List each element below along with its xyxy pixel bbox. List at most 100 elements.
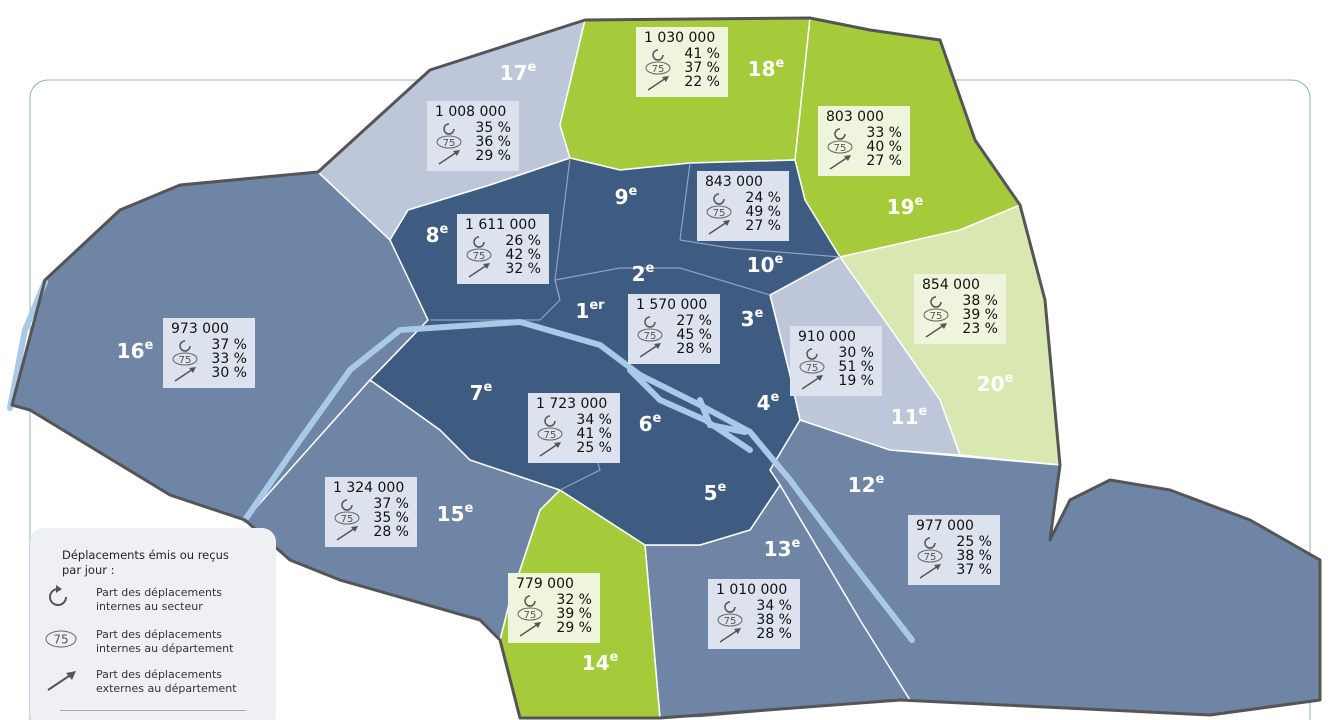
arrondissement-label: 3e (741, 306, 764, 331)
icon-label: 75 (53, 633, 68, 647)
number: 10 (747, 253, 775, 277)
icon-external (534, 622, 541, 628)
total: 843 000 (705, 174, 763, 190)
arrondissement-label: 17e (500, 60, 537, 85)
department-share: 40 % (866, 139, 902, 155)
icon-label: 75 (473, 251, 486, 262)
external-share: 27 % (866, 153, 902, 169)
total: 1 030 000 (644, 30, 715, 46)
icon-external (453, 150, 460, 156)
suffix: e (915, 194, 924, 209)
external-share: 29 % (556, 620, 592, 636)
box (163, 318, 255, 388)
internal-share: 24 % (745, 190, 781, 206)
icon-internal (443, 123, 455, 135)
icon-internal (341, 499, 353, 511)
arrondissement-label: 18e (748, 56, 785, 81)
external-share: 28 % (756, 626, 792, 642)
icon-external (351, 526, 358, 532)
external-share: 28 % (373, 524, 409, 540)
total: 1 611 000 (465, 217, 536, 233)
icon-external (647, 77, 667, 91)
icon-label: 75 (179, 355, 192, 366)
river (627, 367, 753, 453)
box (427, 101, 519, 171)
number: 14 (582, 651, 610, 675)
icon-department (799, 360, 825, 374)
total: 910 000 (798, 329, 856, 345)
external-share: 22 % (684, 74, 720, 90)
arrondissement-label: 15e (437, 501, 474, 526)
icon-internal (924, 537, 936, 549)
suffix: e (718, 480, 727, 495)
external-share: 30 % (211, 365, 247, 381)
department-share: 35 % (373, 510, 409, 526)
icon-external (734, 628, 741, 634)
river (7, 279, 48, 411)
icon-department (827, 140, 853, 154)
internal-share: 32 % (556, 592, 592, 608)
icon-external (844, 155, 851, 161)
number: 5 (704, 481, 718, 505)
arrondissement-label: 8e (426, 222, 449, 247)
internal-share: 25 % (956, 534, 992, 550)
icon-external (519, 623, 539, 637)
icon-external (554, 442, 561, 448)
icon-internal (473, 236, 485, 248)
suffix: e (771, 390, 780, 405)
icon-external (654, 343, 661, 349)
icon-label: 75 (443, 138, 456, 149)
suffix: e (755, 306, 764, 321)
number: 8 (426, 223, 440, 247)
icon-external (174, 368, 194, 382)
suffix: e (1005, 371, 1014, 386)
number: 11 (891, 405, 919, 429)
internal-share: 34 % (576, 412, 612, 428)
suffix: e (629, 184, 638, 199)
department-share: 41 % (576, 426, 612, 442)
external-share: 29 % (475, 148, 511, 164)
suffix: e (646, 261, 655, 276)
icon-label: 75 (924, 552, 937, 563)
icon-label: 75 (834, 143, 847, 154)
external-share: 37 % (956, 562, 992, 578)
icon-external (483, 263, 490, 269)
legend: Déplacements émis ou reçus par jour : Pa… (30, 528, 276, 720)
arrondissement-label: 5e (704, 480, 727, 505)
suffix: e (484, 380, 493, 395)
icon-external (639, 344, 659, 358)
border (539, 157, 571, 321)
department-share: 39 % (962, 307, 998, 323)
icon-label: 75 (713, 208, 726, 219)
border (679, 162, 841, 258)
arrondissement-label: 6e (639, 411, 662, 436)
total: 1 570 000 (636, 297, 707, 313)
suffix: e (776, 56, 785, 71)
number: 1 (575, 299, 589, 323)
icon-label: 75 (724, 616, 737, 627)
river (242, 318, 915, 643)
icon-internal (179, 340, 191, 352)
total: 854 000 (922, 277, 980, 293)
suffix: e (919, 404, 928, 419)
river (697, 397, 748, 435)
icon-external (336, 527, 356, 541)
number: 2 (632, 262, 646, 286)
inner-borders (430, 157, 841, 491)
box (697, 171, 789, 241)
department-share: 37 % (684, 60, 720, 76)
icon-department (334, 511, 360, 525)
suffix: e (653, 411, 662, 426)
arrondissement-label: 4e (757, 390, 780, 415)
arrondissement-label: 20e (977, 371, 1014, 396)
total: 1 324 000 (333, 480, 404, 496)
legend-item: Part des déplacements internes au secteu… (96, 586, 223, 613)
box (528, 393, 620, 463)
